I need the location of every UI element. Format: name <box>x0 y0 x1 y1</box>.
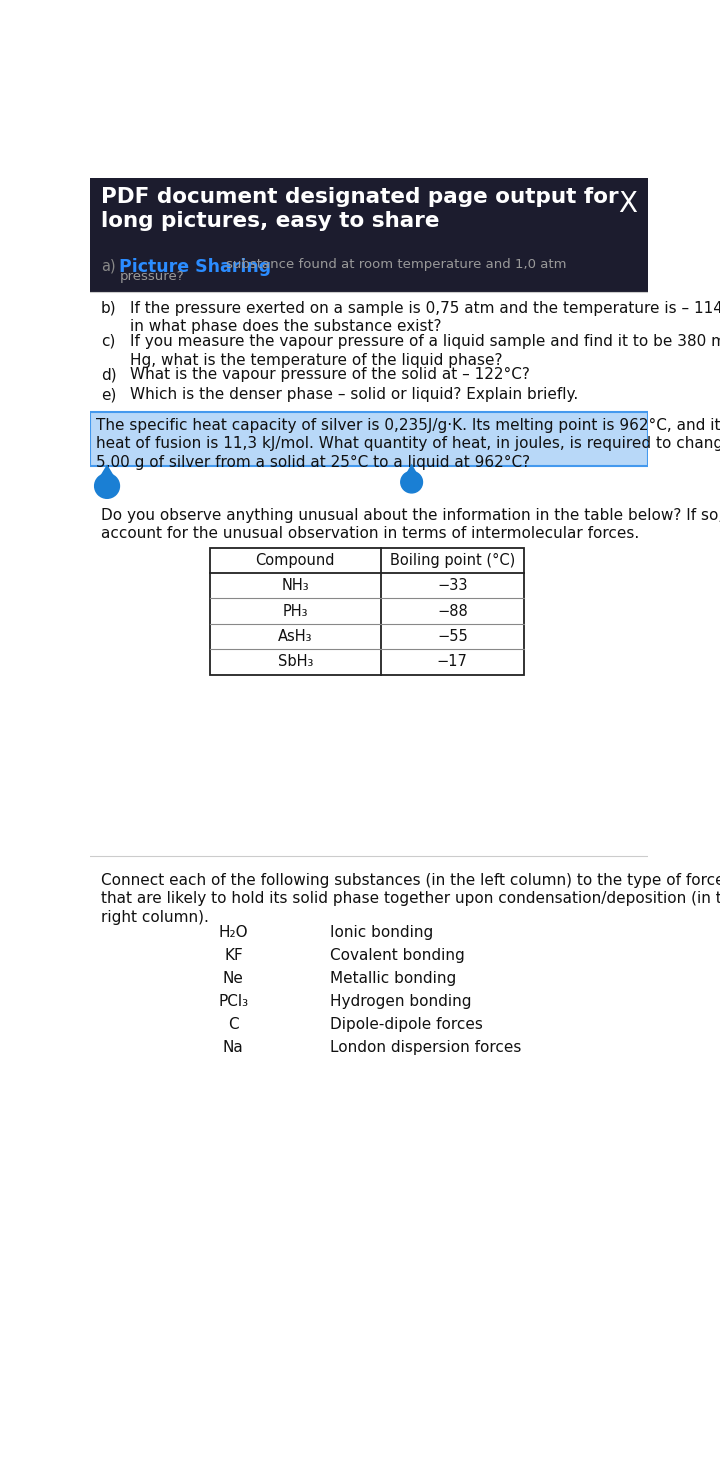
Text: C: C <box>228 1017 239 1032</box>
Text: e): e) <box>101 388 116 403</box>
Text: X: X <box>618 189 637 218</box>
Text: −17: −17 <box>437 654 468 669</box>
Text: London dispersion forces: London dispersion forces <box>330 1040 521 1055</box>
Text: PH₃: PH₃ <box>283 604 308 619</box>
Text: Metallic bonding: Metallic bonding <box>330 971 456 986</box>
FancyBboxPatch shape <box>90 413 648 466</box>
Text: KF: KF <box>224 949 243 963</box>
Text: What is the vapour pressure of the solid at – 122°C?: What is the vapour pressure of the solid… <box>130 367 530 382</box>
Text: Compound: Compound <box>256 554 335 568</box>
Text: Picture Sharing: Picture Sharing <box>120 259 271 277</box>
Text: Dipole-dipole forces: Dipole-dipole forces <box>330 1017 483 1032</box>
Circle shape <box>401 471 423 493</box>
Text: Do you observe anything unusual about the information in the table below? If so,: Do you observe anything unusual about th… <box>101 508 720 542</box>
Text: d): d) <box>101 367 117 382</box>
FancyBboxPatch shape <box>210 548 524 675</box>
Polygon shape <box>98 465 117 480</box>
FancyBboxPatch shape <box>90 178 648 292</box>
Text: −55: −55 <box>437 629 468 644</box>
Text: PCl₃: PCl₃ <box>218 995 248 1009</box>
Text: The specific heat capacity of silver is 0,235J/g·K. Its melting point is 962°C, : The specific heat capacity of silver is … <box>96 417 720 471</box>
Text: H₂O: H₂O <box>219 925 248 940</box>
Text: a): a) <box>101 259 115 274</box>
Text: If the pressure exerted on a sample is 0,75 atm and the temperature is – 114°C,
: If the pressure exerted on a sample is 0… <box>130 300 720 334</box>
Polygon shape <box>404 463 419 478</box>
Circle shape <box>94 474 120 499</box>
Text: Connect each of the following substances (in the left column) to the type of for: Connect each of the following substances… <box>101 873 720 925</box>
Text: Ne: Ne <box>223 971 244 986</box>
Text: NH₃: NH₃ <box>282 579 309 593</box>
Text: If you measure the vapour pressure of a liquid sample and find it to be 380 mm
H: If you measure the vapour pressure of a … <box>130 334 720 367</box>
Text: Hydrogen bonding: Hydrogen bonding <box>330 995 472 1009</box>
Text: −33: −33 <box>437 579 467 593</box>
Text: Boiling point (°C): Boiling point (°C) <box>390 554 515 568</box>
Text: AsH₃: AsH₃ <box>278 629 312 644</box>
Text: c): c) <box>101 334 115 349</box>
Text: Which is the denser phase – solid or liquid? Explain briefly.: Which is the denser phase – solid or liq… <box>130 388 579 403</box>
Text: SbH₃: SbH₃ <box>278 654 313 669</box>
Text: pressure?: pressure? <box>120 269 184 283</box>
Text: −88: −88 <box>437 604 468 619</box>
Text: Covalent bonding: Covalent bonding <box>330 949 465 963</box>
Text: PDF document designated page output for
long pictures, easy to share: PDF document designated page output for … <box>101 186 618 231</box>
Text: Na: Na <box>223 1040 244 1055</box>
Text: Ionic bonding: Ionic bonding <box>330 925 433 940</box>
Text: substance found at room temperature and 1,0 atm: substance found at room temperature and … <box>225 259 566 271</box>
Text: b): b) <box>101 300 117 315</box>
